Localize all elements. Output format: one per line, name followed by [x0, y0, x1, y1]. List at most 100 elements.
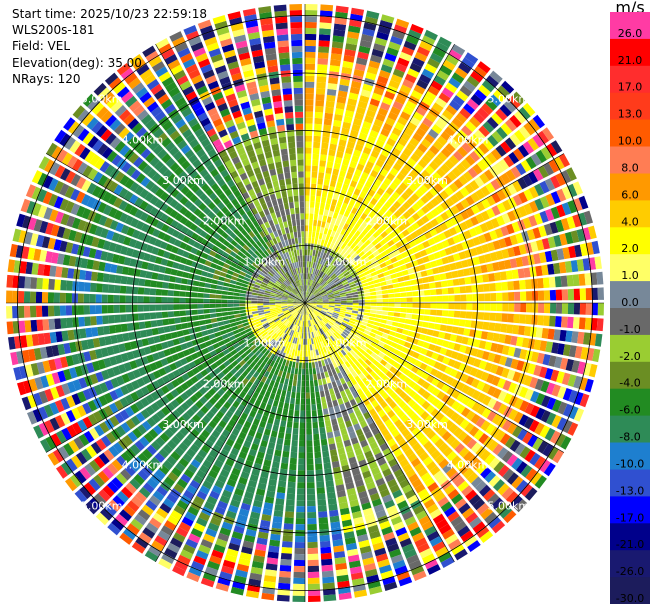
velocity-gate [337, 284, 344, 289]
velocity-gate [457, 525, 471, 538]
velocity-gate [354, 230, 361, 238]
velocity-gate [528, 215, 538, 227]
velocity-gate [458, 232, 467, 242]
velocity-gate [305, 291, 307, 297]
velocity-gate [376, 298, 383, 303]
velocity-gate [390, 341, 398, 349]
velocity-gate [337, 213, 343, 221]
velocity-gate [315, 324, 319, 331]
velocity-gate [334, 306, 341, 309]
velocity-gate [387, 316, 394, 321]
velocity-gate [426, 503, 439, 514]
velocity-gate [314, 268, 318, 275]
velocity-gate [476, 349, 485, 359]
velocity-gate [309, 295, 315, 300]
velocity-gate [479, 172, 490, 184]
velocity-gate [530, 153, 542, 166]
velocity-gate [167, 304, 174, 311]
velocity-gate [349, 129, 359, 138]
velocity-gate [523, 267, 531, 278]
velocity-gate [315, 294, 322, 298]
velocity-gate [272, 424, 279, 432]
velocity-gate [329, 388, 335, 396]
velocity-gate [170, 268, 178, 276]
velocity-gate [330, 283, 336, 288]
velocity-gate [240, 290, 247, 294]
velocity-gate [358, 273, 365, 279]
velocity-gate [314, 318, 318, 324]
velocity-gate [332, 361, 338, 369]
velocity-gate [480, 331, 489, 340]
velocity-gate [440, 163, 451, 174]
velocity-gate [269, 473, 278, 481]
velocity-gate [377, 387, 385, 396]
velocity-gate [314, 250, 319, 257]
velocity-gate [309, 286, 313, 292]
velocity-gate [297, 482, 305, 489]
velocity-gate [186, 316, 193, 322]
velocity-gate [508, 292, 515, 301]
velocity-gate [317, 505, 327, 512]
velocity-gate [306, 273, 308, 280]
velocity-gate [442, 528, 455, 540]
velocity-gate [163, 325, 171, 333]
velocity-gate [433, 274, 441, 282]
velocity-gate [401, 428, 411, 438]
velocity-gate [503, 155, 515, 168]
velocity-gate [145, 271, 153, 279]
velocity-gate [315, 94, 325, 101]
velocity-gate [316, 323, 320, 330]
velocity-gate [451, 117, 464, 129]
velocity-gate [353, 264, 360, 270]
velocity-gate [338, 139, 347, 147]
velocity-gate [272, 516, 283, 523]
velocity-gate [302, 356, 305, 363]
velocity-gate [392, 361, 401, 369]
velocity-gate [316, 306, 323, 310]
velocity-gate [41, 305, 49, 317]
velocity-gate [351, 310, 359, 314]
velocity-gate [508, 382, 518, 394]
velocity-gate [407, 207, 416, 216]
velocity-gate [336, 181, 343, 189]
velocity-gate [349, 19, 362, 28]
velocity-gate [331, 41, 344, 49]
velocity-gate [409, 62, 422, 73]
velocity-gate [494, 228, 504, 239]
velocity-gate [436, 401, 446, 411]
velocity-gate [326, 161, 334, 169]
velocity-gate [506, 472, 519, 485]
velocity-gate [500, 141, 512, 154]
velocity-gate [320, 10, 333, 18]
velocity-gate [305, 291, 307, 298]
velocity-gate [319, 271, 325, 278]
velocity-gate [392, 261, 400, 268]
velocity-gate [504, 236, 513, 247]
velocity-gate [545, 208, 555, 221]
velocity-gate [354, 360, 361, 368]
velocity-gate [351, 312, 358, 317]
velocity-gate [221, 307, 228, 312]
velocity-gate [405, 262, 413, 269]
velocity-gate [214, 269, 221, 276]
velocity-gate [287, 366, 292, 374]
velocity-gate [378, 423, 387, 432]
velocity-gate [396, 327, 404, 334]
velocity-gate [337, 272, 344, 278]
velocity-gate [205, 277, 213, 284]
velocity-gate [278, 582, 291, 590]
velocity-gate [219, 271, 227, 278]
velocity-gate [348, 199, 356, 207]
velocity-gate [334, 246, 341, 253]
velocity-gate [370, 54, 382, 64]
velocity-gate [380, 14, 395, 24]
velocity-gate [313, 243, 317, 251]
velocity-gate [324, 203, 331, 211]
velocity-gate [305, 207, 309, 214]
velocity-gate [412, 297, 419, 302]
velocity-gate [309, 267, 313, 274]
velocity-gate [308, 356, 312, 363]
velocity-gate [314, 282, 318, 288]
velocity-gate [395, 186, 404, 196]
velocity-gate [351, 291, 359, 295]
